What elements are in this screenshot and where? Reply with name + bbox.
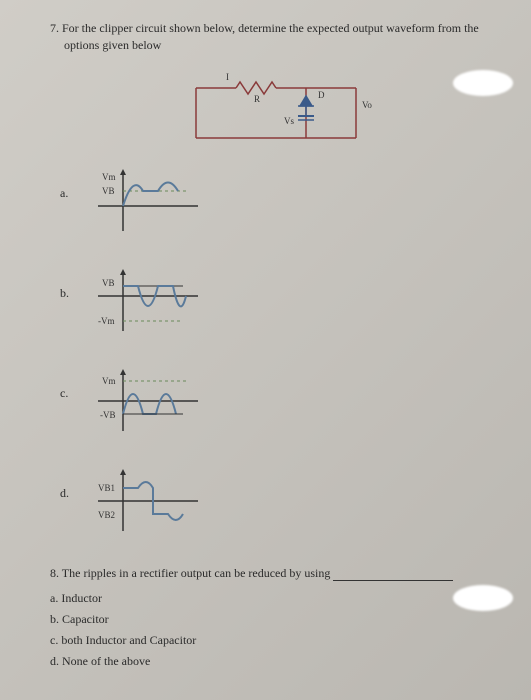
circuit-svg: I R D Vo Vs [166,68,386,148]
q7-option-b: b. VB -Vm [60,266,501,336]
svg-text:Vm: Vm [102,172,116,182]
q8-option-c: c. both Inductor and Capacitor [50,633,501,648]
opt-a-label: a. [60,166,88,201]
svg-text:VB1: VB1 [98,483,115,493]
svg-text:D: D [318,90,325,100]
q8-option-d: d. None of the above [50,654,501,669]
redaction-blob-2 [453,585,513,611]
opt-c-label: c. [60,366,88,401]
svg-text:Vs: Vs [284,116,294,126]
svg-text:-VB: -VB [100,410,116,420]
waveform-b: VB -Vm [88,266,208,336]
redaction-blob-1 [453,70,513,96]
svg-text:Vo: Vo [362,100,372,110]
waveform-a: Vm VB [88,166,208,236]
q8-number: 8. [50,566,59,580]
q8-stem: The ripples in a rectifier output can be… [62,566,331,580]
svg-text:VB2: VB2 [98,510,115,520]
q7-number: 7. [50,21,59,35]
q7-stem-line2: options given below [64,37,501,54]
svg-text:Vm: Vm [102,376,116,386]
worksheet-page: 7. For the clipper circuit shown below, … [0,0,531,700]
svg-text:VB: VB [102,278,115,288]
svg-text:VB: VB [102,186,115,196]
svg-text:R: R [254,94,260,104]
q8-option-a: a. Inductor [50,591,501,606]
svg-text:-Vm: -Vm [98,316,115,326]
q8-option-b: b. Capacitor [50,612,501,627]
clipper-circuit: I R D Vo Vs [166,68,386,148]
q7-option-a: a. Vm VB [60,166,501,236]
waveform-c: Vm -VB [88,366,208,436]
q7-option-c: c. Vm -VB [60,366,501,436]
opt-b-label: b. [60,266,88,301]
svg-text:I: I [226,72,229,82]
q8: 8. The ripples in a rectifier output can… [50,566,501,669]
q8-stem-row: 8. The ripples in a rectifier output can… [50,566,501,581]
waveform-d: VB1 VB2 [88,466,208,536]
q7-stem-line1: For the clipper circuit shown below, det… [62,21,479,35]
q7-option-d: d. VB1 VB2 [60,466,501,536]
q8-blank [333,580,453,581]
q7: 7. For the clipper circuit shown below, … [50,20,501,54]
opt-d-label: d. [60,466,88,501]
q7-options: a. Vm VB b. [60,166,501,536]
